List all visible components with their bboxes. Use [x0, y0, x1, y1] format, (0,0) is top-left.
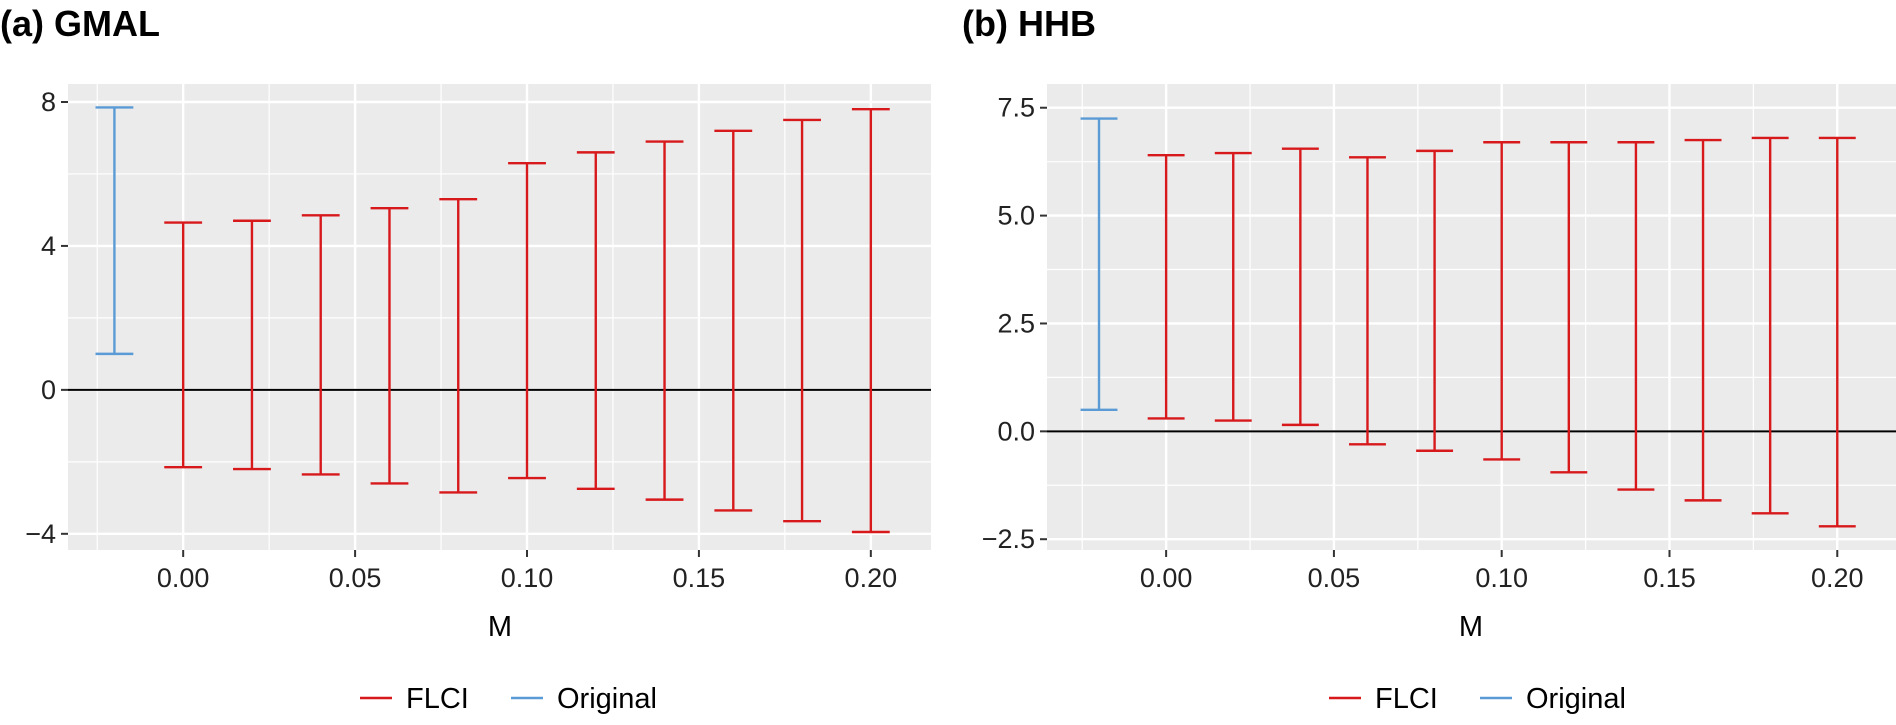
y-tick-label: 5.0 — [997, 201, 1035, 231]
y-tick-labels: −2.5 0.0 2.5 5.0 7.5 — [982, 93, 1047, 554]
errorbar-flci — [1281, 147, 1319, 427]
panel-hhb: (b) HHB −2.5 0.0 2.5 5.0 7.5 0.00 0.05 0.10 0.1… — [962, 3, 1896, 715]
y-tick-label: 2.5 — [997, 308, 1035, 338]
legend-label-flci: FLCI — [1375, 683, 1438, 715]
x-tick-labels: 0.00 0.05 0.10 0.15 0.20 — [157, 550, 897, 593]
x-tick-label: 0.00 — [1140, 563, 1193, 593]
x-tick-label: 0.15 — [1643, 563, 1696, 593]
errorbar-flci — [714, 129, 753, 512]
errorbar-flci — [1550, 141, 1588, 474]
errorbar-original — [1080, 117, 1118, 411]
errorbar-flci — [1617, 141, 1655, 491]
y-tick-label: 7.5 — [997, 93, 1035, 123]
errorbar-flci — [1349, 156, 1386, 446]
x-tick-label: 0.00 — [157, 563, 210, 593]
error-bars — [1080, 117, 1856, 528]
error-bars — [95, 106, 890, 534]
errorbar-flci — [851, 107, 890, 534]
y-tick-label: 4 — [41, 231, 56, 261]
x-tick-label: 0.10 — [501, 563, 554, 593]
legend-label-original: Original — [557, 683, 657, 715]
x-tick-label: 0.15 — [673, 563, 726, 593]
plot-background — [1047, 84, 1896, 550]
errorbar-flci — [576, 151, 615, 491]
errorbar-flci — [508, 161, 546, 480]
x-axis-label: M — [1459, 611, 1483, 643]
y-tick-label: 8 — [41, 87, 56, 117]
errorbar-flci — [164, 221, 203, 469]
panel-gmal: (a) GMAL −4 0 4 8 0.00 0.05 0.10 0.15 0.20 M FL… — [0, 3, 931, 715]
errorbar-flci — [645, 140, 684, 501]
errorbar-flci — [1684, 138, 1722, 502]
errorbar-flci — [1214, 151, 1252, 422]
legend-label-original: Original — [1526, 683, 1626, 715]
panel-title: (b) HHB — [962, 3, 1096, 44]
errorbar-flci — [233, 219, 271, 471]
x-tick-label: 0.05 — [329, 563, 382, 593]
errorbar-flci — [301, 214, 340, 476]
errorbar-flci — [1483, 141, 1521, 461]
x-tick-labels: 0.00 0.05 0.10 0.15 0.20 — [1140, 550, 1864, 593]
errorbar-flci — [439, 197, 478, 494]
plot-background — [68, 84, 931, 550]
errorbar-flci — [1751, 136, 1789, 515]
errorbar-flci — [370, 206, 409, 485]
x-axis-label: M — [488, 611, 512, 643]
x-tick-label: 0.05 — [1308, 563, 1361, 593]
y-tick-label: 0.0 — [997, 416, 1035, 446]
y-tick-labels: −4 0 4 8 — [25, 87, 68, 549]
x-tick-label: 0.20 — [1811, 563, 1864, 593]
errorbar-original — [95, 106, 134, 356]
panel-title: (a) GMAL — [0, 3, 160, 44]
x-tick-label: 0.10 — [1475, 563, 1528, 593]
y-tick-label: 0 — [41, 375, 56, 405]
legend: FLCI Original — [1329, 683, 1626, 715]
x-tick-label: 0.20 — [845, 563, 898, 593]
legend: FLCI Original — [360, 683, 657, 715]
y-tick-label: −2.5 — [982, 524, 1035, 554]
legend-label-flci: FLCI — [406, 683, 469, 715]
y-tick-label: −4 — [25, 519, 56, 549]
errorbar-flci — [1818, 136, 1856, 528]
errorbar-flci — [1147, 153, 1185, 420]
errorbar-flci — [1416, 149, 1454, 452]
errorbar-flci — [783, 118, 821, 523]
